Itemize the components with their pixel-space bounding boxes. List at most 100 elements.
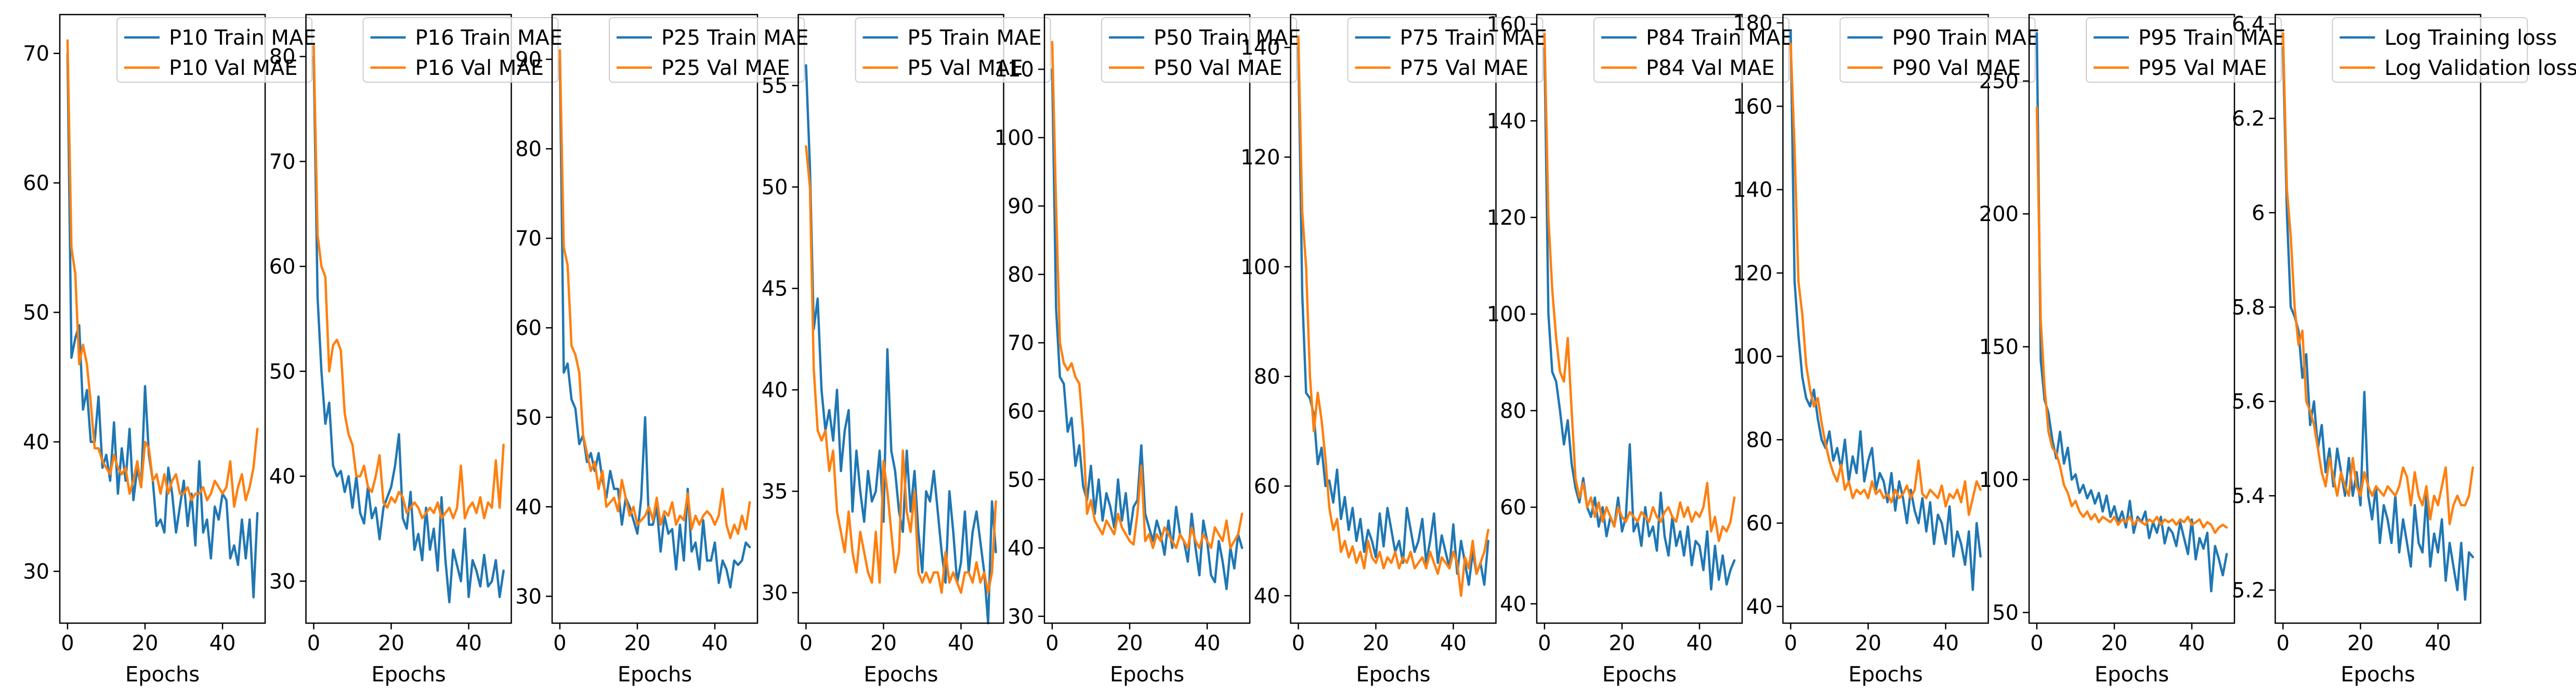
legend-entry: P90 Train MAE [1892,26,2040,50]
y-tick-label: 5.6 [2232,390,2265,414]
y-tick-label: 6.2 [2232,107,2265,131]
x-tick-label: 0 [2277,631,2290,655]
y-tick-label: 80 [515,137,542,161]
x-tick-label: 0 [61,631,74,655]
x-tick-label: 20 [2101,631,2128,655]
legend-entry: P90 Val MAE [1892,56,2021,80]
axes-frame [2028,14,2235,624]
x-tick-label: 20 [870,631,897,655]
legend-entry: Log Validation loss [2385,56,2576,80]
legend: P90 Train MAE P90 Val MAE [1839,17,2040,83]
x-tick-label: 40 [2425,631,2451,655]
x-tick-label: 0 [307,631,320,655]
y-tick-label: 5.8 [2232,295,2265,319]
axes-frame [1536,14,1743,624]
y-tick-label: 100 [1240,255,1280,279]
y-tick-label: 60 [1500,496,1526,520]
y-tick-label: 70 [1008,331,1034,355]
x-tick-label: 20 [378,631,404,655]
legend-frame [1593,17,1789,83]
legend-frame [2332,17,2528,83]
y-tick-label: 5.2 [2232,579,2265,603]
y-tick-label: 120 [1240,146,1280,170]
legend: P95 Train MAE P95 Val MAE [2086,17,2286,83]
y-tick-label: 90 [515,48,542,72]
x-tick-label: 20 [1363,631,1389,655]
y-tick-label: 50 [1008,468,1034,492]
legend-entry: P25 Train MAE [661,26,809,50]
y-tick-label: 70 [269,150,296,174]
y-tick-label: 30 [269,570,296,593]
val-series-line [1789,42,1982,516]
x-tick-label: 0 [2030,631,2043,655]
train-series-line [312,55,505,603]
y-tick-label: 40 [1254,584,1280,608]
y-tick-label: 60 [23,172,49,196]
y-tick-label: 50 [762,176,788,200]
y-tick-label: 100 [1487,303,1526,327]
legend-frame [1347,17,1544,83]
x-tick-label: 20 [1855,631,1881,655]
x-tick-label: 40 [702,631,728,655]
x-tick-label: 40 [2179,631,2205,655]
legend: P10 Train MAE P10 Val MAE [116,17,317,83]
legend: P25 Train MAE P25 Val MAE [609,17,809,83]
x-axis-label: Epochs [864,663,938,687]
legend: P16 Train MAE P16 Val MAE [362,17,563,83]
legend-frame [362,17,559,83]
legend-entry: P10 Train MAE [169,26,317,50]
legend-entry: P75 Train MAE [1400,26,1548,50]
y-tick-label: 110 [995,58,1034,82]
y-tick-label: 40 [762,379,788,403]
y-tick-label: 40 [269,465,296,489]
y-tick-label: 50 [1992,601,2019,625]
y-tick-label: 60 [1746,512,1773,536]
x-axis-label: Epochs [1848,663,1923,687]
x-tick-label: 20 [2347,631,2374,655]
y-tick-label: 40 [1500,592,1526,616]
legend: P50 Train MAE P50 Val MAE [1101,17,1301,83]
legend-entry: P25 Val MAE [661,56,790,80]
axes-frame [551,14,759,624]
y-tick-label: 70 [23,42,49,66]
y-tick-label: 50 [269,360,296,384]
y-tick-label: 90 [1008,195,1034,218]
y-tick-label: 30 [762,582,788,605]
y-tick-label: 70 [515,227,542,251]
y-tick-label: 250 [1979,70,2019,94]
y-tick-label: 40 [515,495,542,519]
chart-panel-10: 0 20 40 5.2 5.4 5.6 5.8 6 6.2 6.4 Epochs Log Traini… [2232,12,2576,687]
y-tick-label: 200 [1979,202,2019,226]
y-tick-label: 40 [1746,595,1773,619]
x-tick-label: 20 [1609,631,1636,655]
legend-entry: P75 Val MAE [1400,56,1528,80]
x-tick-label: 0 [1784,631,1797,655]
x-tick-label: 40 [455,631,482,655]
train-series-line [2282,46,2474,601]
x-axis-label: Epochs [125,663,200,687]
y-tick-label: 60 [1008,399,1034,423]
y-tick-label: 150 [1979,335,2019,359]
legend-entry: P10 Val MAE [169,56,297,80]
val-series-line [1297,35,1489,597]
y-tick-label: 80 [269,45,296,69]
legend-entry: P95 Train MAE [2138,26,2286,50]
legend-entry: P5 Val MAE [908,56,1023,80]
x-axis-label: Epochs [1602,663,1677,687]
x-tick-label: 40 [948,631,974,655]
y-tick-label: 120 [1733,262,1772,286]
train-series-line [1297,46,1489,586]
y-tick-label: 80 [1500,399,1526,423]
legend-frame [609,17,805,83]
y-tick-label: 80 [1254,365,1280,389]
train-series-line [2035,32,2228,592]
axes-frame [2274,14,2481,624]
y-tick-label: 100 [1979,468,2019,492]
legend-frame [2086,17,2282,83]
train-series-line [805,64,997,625]
x-tick-label: 0 [553,631,566,655]
